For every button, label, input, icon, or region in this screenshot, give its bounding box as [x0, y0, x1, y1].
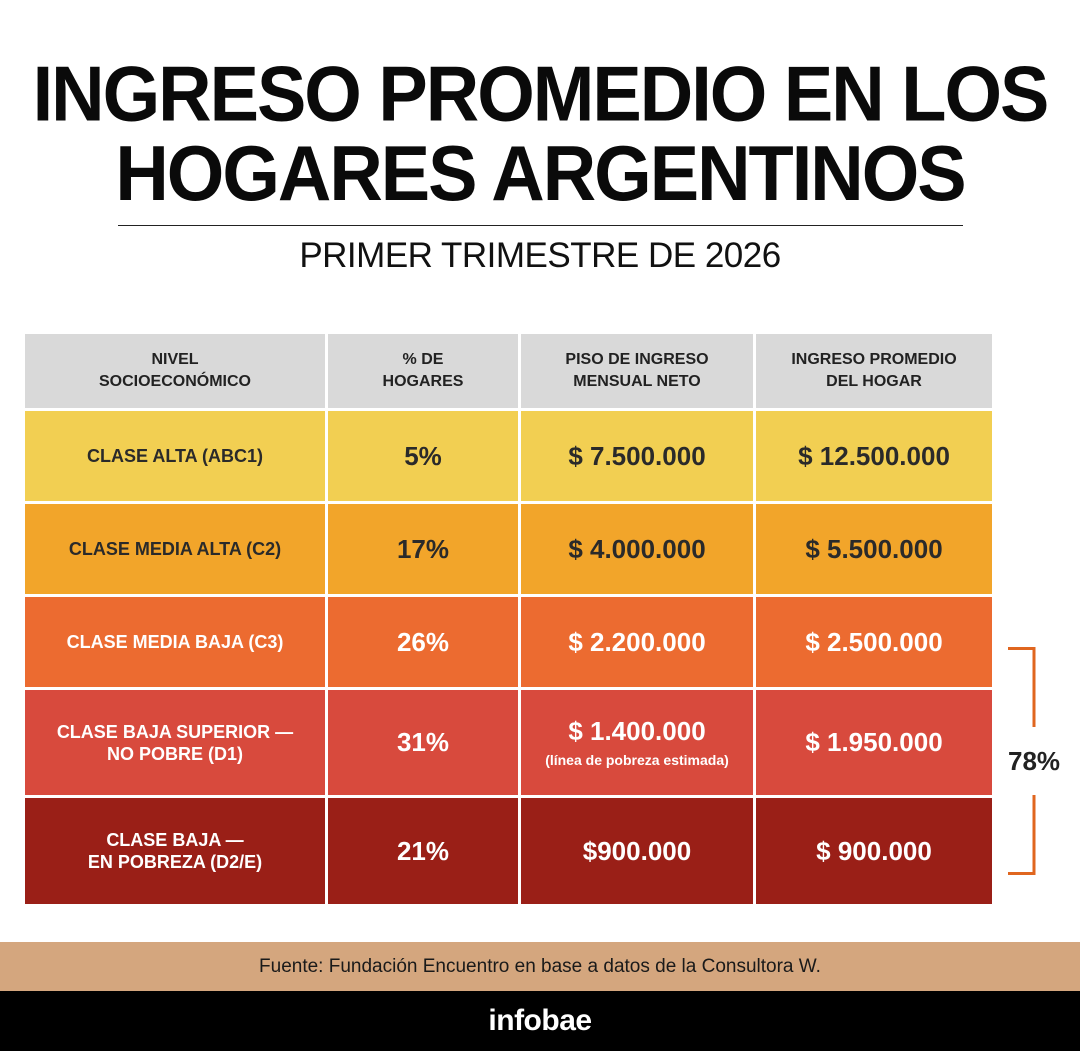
- column-header-line: DEL HOGAR: [826, 373, 922, 390]
- class-label: NO POBRE (D1): [106, 743, 243, 764]
- class-label: CLASE MEDIA ALTA (C2): [68, 539, 282, 559]
- class-label: CLASE MEDIA BAJA (C3): [66, 632, 284, 652]
- column-header-line: INGRESO PROMEDIO: [791, 351, 957, 368]
- avg-income: $ 1.950.000: [805, 727, 943, 757]
- household-pct: 17%: [396, 533, 450, 564]
- column-header-line: MENSUAL NETO: [573, 373, 701, 390]
- page-subtitle: PRIMER TRIMESTRE DE 2026: [299, 236, 781, 275]
- household-pct: 5%: [404, 440, 442, 471]
- avg-income: $ 900.000: [816, 835, 932, 866]
- table-row: CLASE BAJA SUPERIOR — NO POBRE (D1) 31% $ 1…: [25, 690, 992, 795]
- avg-income-cell: $ 1.950.000: [756, 690, 992, 795]
- table-header-row: NIVEL SOCIOECONÓMICO % DE HOGARES PISO DE IN…: [25, 334, 992, 408]
- class-label: CLASE BAJA —: [106, 830, 244, 850]
- brand-bar: infobae: [0, 991, 1080, 1051]
- bracket-bottom: [1008, 795, 1036, 875]
- class-label: CLASE BAJA SUPERIOR —: [56, 721, 294, 742]
- source-text: Fuente: Fundación Encuentro en base a da…: [259, 955, 821, 977]
- avg-income: $ 2.500.000: [805, 626, 943, 657]
- avg-income-cell: $ 900.000: [756, 798, 992, 904]
- household-pct-cell: 17%: [328, 504, 518, 594]
- column-header: NIVEL SOCIOECONÓMICO: [25, 334, 325, 408]
- household-pct: 26%: [396, 626, 450, 657]
- income-floor-cell: $900.000: [521, 798, 753, 904]
- class-label: CLASE ALTA (ABC1): [87, 446, 263, 466]
- class-label-cell: CLASE MEDIA BAJA (C3): [25, 597, 325, 687]
- column-header-line: SOCIOECONÓMICO: [98, 373, 251, 390]
- poverty-line-note: (línea de pobreza estimada): [545, 752, 729, 768]
- income-table: NIVEL SOCIOECONÓMICO % DE HOGARES PISO DE IN…: [25, 334, 992, 904]
- column-header-line: PISO DE INGRESO: [565, 351, 709, 368]
- column-header: INGRESO PROMEDIO DEL HOGAR: [756, 334, 992, 408]
- title-divider: [118, 225, 963, 226]
- income-floor: $900.000: [582, 835, 692, 866]
- household-pct: 21%: [396, 835, 450, 866]
- avg-income: $ 12.500.000: [798, 440, 950, 471]
- household-pct: 31%: [396, 727, 450, 757]
- income-floor-cell: $ 7.500.000: [521, 411, 753, 501]
- household-pct-cell: 26%: [328, 597, 518, 687]
- income-floor: $ 4.000.000: [568, 533, 706, 564]
- column-header: % DE HOGARES: [328, 334, 518, 408]
- avg-income: $ 5.500.000: [805, 533, 943, 564]
- column-header: PISO DE INGRESO MENSUAL NETO: [521, 334, 753, 408]
- household-pct-cell: 5%: [328, 411, 518, 501]
- income-floor: $ 7.500.000: [568, 440, 706, 471]
- infobae-logo: infobae: [488, 1004, 592, 1037]
- table-row: CLASE MEDIA BAJA (C3) 26% $ 2.200.000 $ 2.5…: [25, 597, 992, 687]
- page-title: INGRESO PROMEDIO EN LOS HOGARES ARGENTIN…: [0, 54, 1080, 214]
- source-band: Fuente: Fundación Encuentro en base a da…: [0, 942, 1080, 991]
- column-header-line: % DE: [402, 351, 444, 368]
- title-line-2: HOGARES ARGENTINOS: [115, 129, 966, 217]
- income-floor-cell: $ 2.200.000: [521, 597, 753, 687]
- income-floor-cell: $ 1.400.000 (línea de pobreza estimada): [521, 690, 753, 795]
- class-label-cell: CLASE BAJA — EN POBREZA (D2/E): [25, 798, 325, 904]
- household-pct-cell: 31%: [328, 690, 518, 795]
- income-floor: $ 2.200.000: [568, 626, 706, 657]
- column-header-line: NIVEL: [151, 351, 199, 368]
- household-pct-cell: 21%: [328, 798, 518, 904]
- avg-income-cell: $ 2.500.000: [756, 597, 992, 687]
- class-label-cell: CLASE ALTA (ABC1): [25, 411, 325, 501]
- table-row: CLASE ALTA (ABC1) 5% $ 7.500.000 $ 12.500.0…: [25, 411, 992, 501]
- title-line-1: INGRESO PROMEDIO EN LOS: [32, 50, 1050, 138]
- income-floor-cell: $ 4.000.000: [521, 504, 753, 594]
- table-row: CLASE BAJA — EN POBREZA (D2/E) 21% $900.000…: [25, 798, 992, 904]
- class-label: EN POBREZA (D2/E): [87, 852, 263, 872]
- avg-income-cell: $ 12.500.000: [756, 411, 992, 501]
- class-label-cell: CLASE MEDIA ALTA (C2): [25, 504, 325, 594]
- column-header-line: HOGARES: [382, 373, 464, 390]
- class-label-cell: CLASE BAJA SUPERIOR — NO POBRE (D1): [25, 690, 325, 795]
- bracket-label: 78%: [1008, 746, 1061, 776]
- table-row: CLASE MEDIA ALTA (C2) 17% $ 4.000.000 $ 5.5…: [25, 504, 992, 594]
- avg-income-cell: $ 5.500.000: [756, 504, 992, 594]
- income-floor: $ 1.400.000: [568, 716, 706, 746]
- bracket-top: [1008, 647, 1036, 727]
